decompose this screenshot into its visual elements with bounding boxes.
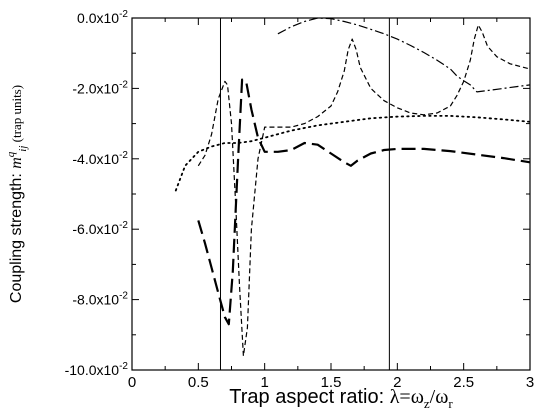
y-tick-label: 0.0x10-2 (77, 9, 128, 26)
y-axis-label-units: (trap units) (9, 85, 24, 146)
x-axis-label-prefix: Trap aspect ratio: (229, 386, 389, 408)
y-axis-label-prefix: Coupling strength: (8, 169, 25, 303)
series-line-dotted (174, 115, 531, 192)
series-layer (174, 17, 531, 357)
y-tick-label: -4.0x10-2 (72, 150, 128, 167)
x-axis-label-sub-z: z (424, 396, 430, 411)
x-axis-label-sub-r: r (448, 396, 453, 411)
axis-ticks: 0 0.5 1 1.5 2 2.5 3 0.0x10-2 -2.0x10-2 -4.0x10-2 -… (65, 9, 535, 391)
plot-frame (131, 17, 531, 371)
vertical-lines (219, 18, 390, 370)
x-tick-label: 0 (128, 374, 136, 391)
x-tick-label: 2.5 (453, 374, 474, 391)
x-tick-label: 3 (526, 374, 534, 391)
y-tick-label: -6.0x10-2 (72, 220, 128, 237)
y-axis-label: Coupling strength: mqij (trap units) (5, 85, 29, 303)
y-axis-label-sup: q (5, 151, 17, 157)
series-line-long-dash (197, 78, 531, 326)
x-axis-label-omega-r: ω (435, 386, 448, 408)
y-tick-label: -8.0x10-2 (72, 291, 128, 308)
x-tick-label: 1 (260, 374, 268, 391)
series-line-short-dash (197, 24, 531, 357)
x-tick-label: 2 (393, 374, 401, 391)
y-axis-label-sub: ij (17, 146, 29, 152)
series-line-dash-dot (277, 17, 531, 93)
y-tick-label: -2.0x10-2 (72, 79, 128, 96)
x-axis-label-lambda: λ (390, 386, 400, 408)
x-tick-label: 0.5 (188, 374, 209, 391)
y-axis-label-symbol: m (8, 157, 25, 169)
x-axis-label-eq: = (399, 386, 410, 408)
x-axis-label: Trap aspect ratio: λ=ωz/ωr (229, 386, 453, 411)
x-tick-label: 1.5 (321, 374, 342, 391)
y-tick-label: -10.0x10-2 (65, 361, 129, 378)
x-axis-label-slash: / (430, 386, 436, 408)
x-axis-label-omega-z: ω (411, 386, 424, 408)
